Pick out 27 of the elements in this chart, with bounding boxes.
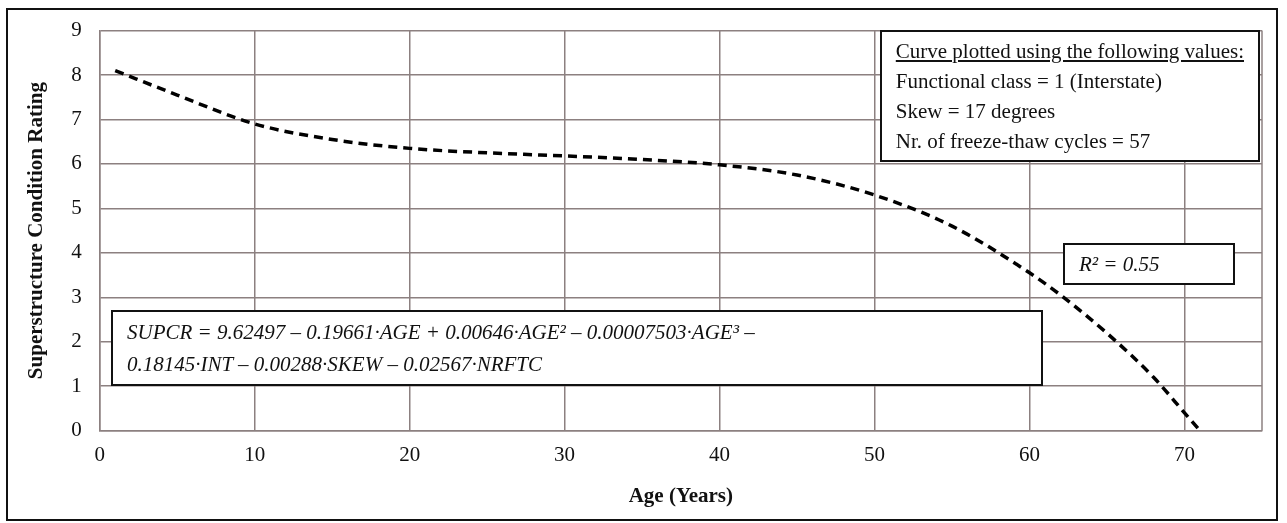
x-tick-label: 10 — [244, 441, 266, 466]
y-tick-label: 7 — [71, 106, 82, 130]
y-tick-label: 9 — [71, 17, 82, 42]
text-box: R² = 0.55 — [1063, 243, 1235, 285]
y-tick-label: 4 — [71, 239, 83, 264]
y-tick-label: 6 — [71, 150, 82, 175]
y-tick-label: 0 — [71, 417, 82, 442]
annotation: SUPCR = 9.62497 – 0.19661·AGE + 0.00646·AGE² – 0.00007503·AGE³ – 0.18145·INT – 0.00288·SKEW – 0.02567·NRFTC — [127, 320, 755, 376]
x-axis-title: Age (Years) — [628, 482, 734, 507]
x-tick-label: 20 — [399, 441, 421, 466]
x-tick-label: 30 — [554, 441, 576, 466]
annotation: R² = 0.55 — [1079, 252, 1160, 276]
y-tick-label: 3 — [71, 283, 82, 308]
y-tick-label: 2 — [71, 328, 82, 353]
x-tick-label: 60 — [1019, 441, 1041, 466]
x-tick-label: 40 — [709, 441, 731, 466]
x-tick-label: 70 — [1174, 441, 1196, 466]
x-tick-label: 0 — [94, 441, 105, 466]
y-axis-title: Superstructure Condition Rating — [23, 81, 48, 380]
annotation: Curve plotted using the following values: Functional class = 1 (Interstate) Skew = 17 degrees Nr. of freeze-thaw cycles = 57 — [895, 39, 1244, 153]
text-box: SUPCR = 9.62497 – 0.19661·AGE + 0.00646·AGE² – 0.00007503·AGE³ – 0.18145·INT – 0.00288·SKEW – 0.02567·NRFTC — [111, 310, 1043, 386]
y-tick-label: 1 — [71, 372, 82, 397]
text-box: Curve plotted using the following values: Functional class = 1 (Interstate) Skew = 17 degrees Nr. of freeze-thaw cycles = 57 — [879, 30, 1260, 162]
y-tick-label: 5 — [71, 194, 82, 219]
line-series — [113, 68, 1202, 431]
x-tick-label: 50 — [864, 441, 886, 466]
y-tick-label: 8 — [71, 61, 82, 86]
